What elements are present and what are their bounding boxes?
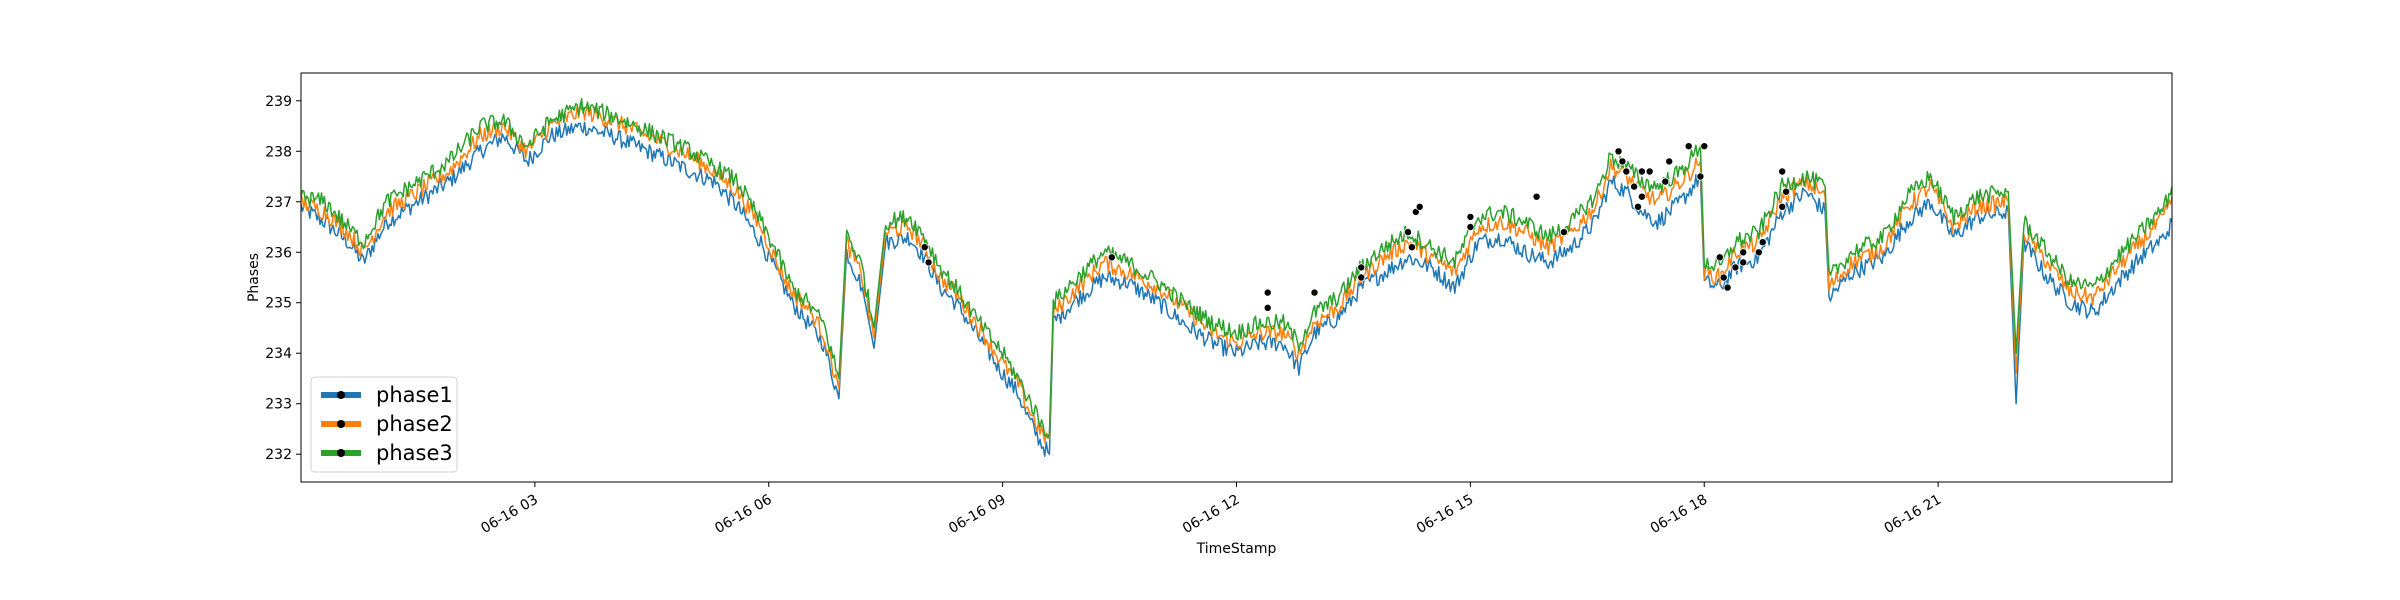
anomaly-marker (1778, 202, 1787, 211)
anomaly-marker (1310, 288, 1319, 297)
anomaly-marker (1263, 303, 1272, 312)
legend-marker (337, 449, 345, 457)
anomaly-marker (1407, 243, 1416, 252)
x-tick-label: 06-16 21 (1882, 492, 1945, 537)
anomaly-marker (1731, 263, 1740, 272)
anomaly-marker (1622, 167, 1631, 176)
anomaly-marker (1715, 253, 1724, 262)
anomaly-marker (1739, 248, 1748, 257)
plot-frame (300, 72, 2173, 483)
x-tick-label: 06-16 03 (478, 492, 541, 537)
anomaly-marker (1754, 248, 1763, 257)
anomaly-marker (1559, 228, 1568, 237)
anomaly-marker (1357, 263, 1366, 272)
y-tick-label: 235 (265, 296, 292, 312)
anomaly-marker (1782, 187, 1791, 196)
anomaly-marker (1532, 192, 1541, 201)
anomaly-marker (1466, 212, 1475, 221)
anomaly-marker (1637, 167, 1646, 176)
y-tick-label: 232 (265, 447, 292, 463)
series-line-phase3 (300, 97, 2173, 439)
anomaly-marker (1415, 202, 1424, 211)
y-tick-label: 234 (265, 346, 292, 362)
anomaly-marker (1618, 157, 1627, 166)
anomaly-marker (1614, 147, 1623, 156)
anomaly-marker (1634, 202, 1643, 211)
y-axis-label: Phases (246, 253, 262, 302)
series-line-phase2 (300, 102, 2173, 443)
y-tick-label: 238 (265, 144, 292, 160)
anomaly-marker (1637, 192, 1646, 201)
anomaly-marker (1661, 177, 1670, 186)
anomaly-marker (1739, 258, 1748, 267)
anomaly-marker (1684, 142, 1693, 151)
anomaly-marker (1696, 172, 1705, 181)
anomaly-marker (1700, 142, 1709, 151)
anomaly-marker (920, 243, 929, 252)
x-tick-label: 06-16 18 (1648, 492, 1711, 537)
anomaly-marker (1723, 283, 1732, 292)
y-tick-label: 233 (265, 397, 292, 413)
y-tick-label: 237 (265, 195, 292, 211)
anomaly-marker (1263, 288, 1272, 297)
legend-marker (337, 420, 345, 428)
anomaly-marker (1107, 253, 1116, 262)
y-axis: 232 233 234 235 236 237 238 239 (265, 94, 301, 463)
anomaly-marker (924, 258, 933, 267)
y-tick-label: 236 (265, 245, 292, 261)
legend: phase1 phase2 phase3 (310, 376, 458, 473)
series-line-phase1 (300, 121, 2173, 457)
legend-marker (337, 391, 345, 399)
x-axis: 06-16 03 06-16 06 06-16 09 06-16 12 06-16 15… (478, 482, 1944, 537)
anomaly-marker (1645, 167, 1654, 176)
y-tick-label: 239 (265, 94, 292, 110)
anomaly-marker (1665, 157, 1674, 166)
anomaly-marker (1404, 228, 1413, 237)
anomaly-marker (1357, 273, 1366, 282)
anomaly-marker (1630, 182, 1639, 191)
legend-label-phase1: phase1 (376, 383, 453, 407)
anomaly-marker (1778, 167, 1787, 176)
x-axis-label: TimeStamp (1196, 541, 1277, 557)
x-tick-label: 06-16 15 (1414, 492, 1477, 537)
legend-label-phase3: phase3 (376, 441, 453, 465)
anomaly-marker (1466, 222, 1475, 231)
anomaly-marker (1719, 273, 1728, 282)
anomaly-marker (1758, 238, 1767, 247)
x-tick-label: 06-16 12 (1180, 492, 1243, 537)
x-tick-label: 06-16 06 (712, 492, 775, 537)
legend-box (310, 376, 458, 473)
x-tick-label: 06-16 09 (946, 492, 1009, 537)
legend-items: phase1 phase2 phase3 (321, 383, 453, 465)
marker-layer (920, 142, 1791, 312)
series-layer (300, 97, 2173, 457)
legend-label-phase2: phase2 (376, 412, 453, 436)
